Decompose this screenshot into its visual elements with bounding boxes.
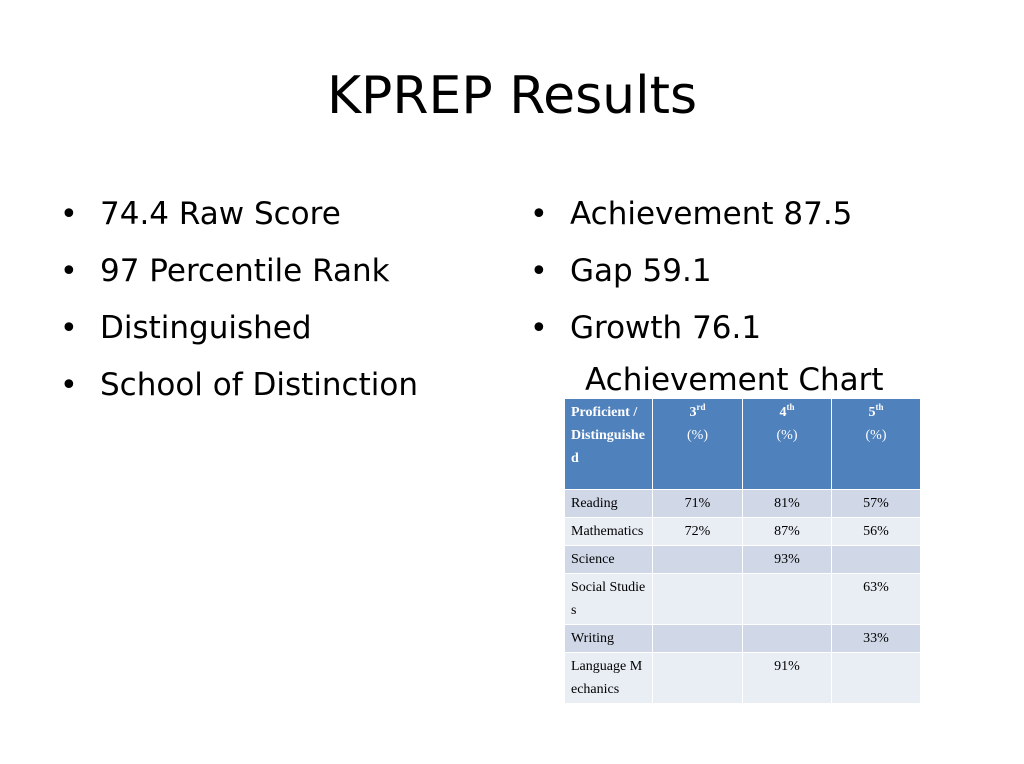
grade-3-cell (652, 652, 743, 704)
grade-5-cell: 57% (831, 489, 921, 518)
bullet-percentile-rank: 97 Percentile Rank (58, 243, 418, 300)
grade-4-cell: 93% (742, 545, 832, 574)
achievement-chart-title: Achievement Chart (585, 362, 884, 398)
achievement-table: Proficient / Distinguished 3rd (%) 4th (… (564, 398, 921, 704)
bullet-gap: Gap 59.1 (528, 243, 852, 300)
header-grade-5: 5th (%) (831, 398, 921, 490)
grade-5-unit: (%) (865, 428, 887, 443)
grade-3-number: 3 (689, 405, 697, 420)
grade-3-unit: (%) (687, 428, 708, 443)
header-grade-4: 4th (%) (742, 398, 832, 490)
grade-4-suffix: th (786, 402, 795, 412)
right-bullet-list: Achievement 87.5 Gap 59.1 Growth 76.1 (528, 186, 852, 357)
grade-3-suffix: rd (696, 402, 706, 412)
table-header-row: Proficient / Distinguished 3rd (%) 4th (… (564, 398, 921, 490)
header-grade-3: 3rd (%) (652, 398, 743, 490)
grade-4-cell: 91% (742, 652, 832, 704)
table-row: Social Studies 63% (564, 573, 921, 625)
grade-4-cell (742, 573, 832, 625)
subject-cell: Writing (564, 624, 653, 653)
subject-cell: Social Studies (564, 573, 653, 625)
grade-5-cell: 33% (831, 624, 921, 653)
bullet-distinguished: Distinguished (58, 300, 418, 357)
bullet-growth: Growth 76.1 (528, 300, 852, 357)
grade-4-cell (742, 624, 832, 653)
grade-3-cell: 71% (652, 489, 743, 518)
grade-4-cell: 87% (742, 517, 832, 546)
subject-cell: Reading (564, 489, 653, 518)
table-row: Science 93% (564, 545, 921, 574)
grade-4-number: 4 (779, 405, 787, 420)
grade-4-unit: (%) (776, 428, 798, 443)
grade-5-cell: 63% (831, 573, 921, 625)
grade-3-cell (652, 545, 743, 574)
grade-5-cell (831, 652, 921, 704)
slide-title: KPREP Results (326, 66, 698, 126)
bullet-achievement: Achievement 87.5 (528, 186, 852, 243)
grade-5-number: 5 (868, 405, 876, 420)
bullet-raw-score: 74.4 Raw Score (58, 186, 418, 243)
table-row: Writing 33% (564, 624, 921, 653)
left-bullet-list: 74.4 Raw Score 97 Percentile Rank Distin… (58, 186, 418, 414)
grade-5-suffix: th (875, 402, 884, 412)
subject-cell: Mathematics (564, 517, 653, 546)
grade-5-cell: 56% (831, 517, 921, 546)
table-row: Reading 71% 81% 57% (564, 489, 921, 518)
grade-3-cell: 72% (652, 517, 743, 546)
bullet-school-of-distinction: School of Distinction (58, 357, 418, 414)
subject-cell: Language Mechanics (564, 652, 653, 704)
grade-5-cell (831, 545, 921, 574)
grade-3-cell (652, 624, 743, 653)
subject-cell: Science (564, 545, 653, 574)
table-row: Language Mechanics 91% (564, 652, 921, 704)
grade-3-cell (652, 573, 743, 625)
header-proficient-distinguished: Proficient / Distinguished (564, 398, 653, 490)
grade-4-cell: 81% (742, 489, 832, 518)
table-row: Mathematics 72% 87% 56% (564, 517, 921, 546)
